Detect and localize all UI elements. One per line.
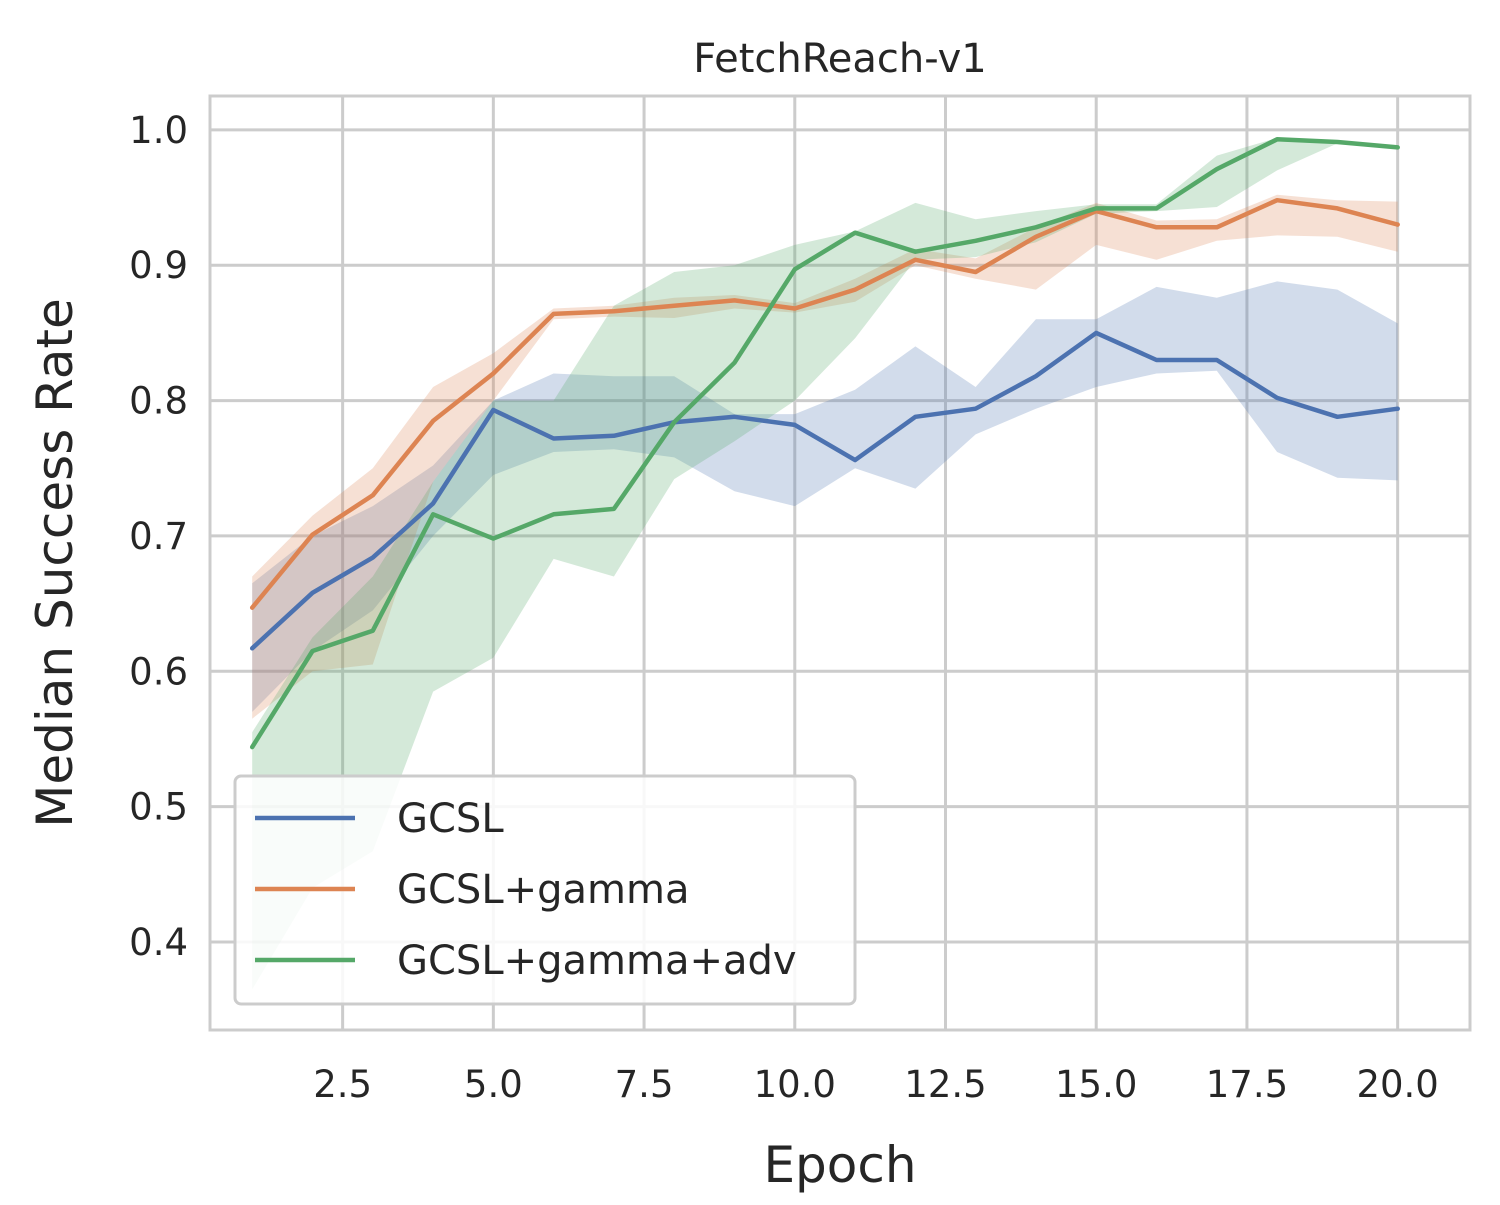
x-tick-label: 10.0 — [754, 1063, 836, 1106]
legend-label: GCSL+gamma — [397, 867, 689, 913]
y-tick-label: 0.4 — [129, 921, 188, 964]
chart-title: FetchReach-v1 — [693, 36, 986, 82]
x-tick-label: 15.0 — [1055, 1063, 1137, 1106]
legend-box — [233, 774, 857, 1006]
tick-labels: 2.5 5.0 7.5 10.0 12.5 15.0 17.5 20.0 0.4 0.5 0.6 0.… — [129, 109, 1439, 1106]
y-tick-label: 0.7 — [129, 515, 188, 558]
x-axis-label: Epoch — [763, 1136, 916, 1194]
x-tick-label: 17.5 — [1206, 1063, 1288, 1106]
x-tick-label: 5.0 — [464, 1063, 523, 1106]
x-tick-label: 12.5 — [904, 1063, 986, 1106]
series-lines — [249, 137, 1400, 750]
legend-label: GCSL+gamma+adv — [397, 938, 797, 984]
line-gcsl — [249, 330, 1400, 651]
y-tick-label: 1.0 — [129, 109, 188, 152]
x-tick-label: 20.0 — [1356, 1063, 1438, 1106]
legend-label: GCSL — [397, 796, 504, 842]
y-tick-label: 0.8 — [129, 380, 188, 423]
x-tick-label: 7.5 — [615, 1063, 674, 1106]
line-gcsl-gamma-adv — [249, 137, 1400, 750]
y-axis-label: Median Success Rate — [26, 298, 84, 828]
x-tick-label: 2.5 — [313, 1063, 372, 1106]
y-tick-label: 0.6 — [129, 650, 188, 693]
legend: GCSL GCSL+gamma GCSL+gamma+adv — [233, 774, 857, 1006]
plot-frame — [208, 94, 1472, 1032]
y-tick-label: 0.5 — [129, 786, 188, 829]
y-tick-label: 0.9 — [129, 244, 188, 287]
band-gcsl-gamma-adv — [252, 138, 1398, 990]
line-gcsl-gamma — [249, 197, 1400, 610]
band-gcsl — [252, 281, 1398, 712]
